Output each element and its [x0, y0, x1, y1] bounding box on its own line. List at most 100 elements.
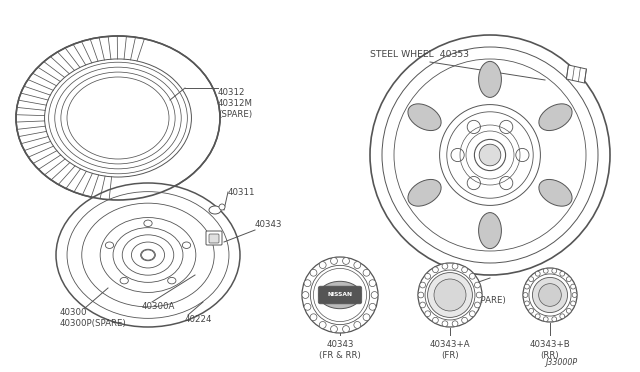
Circle shape — [539, 284, 561, 306]
Circle shape — [363, 269, 370, 276]
Ellipse shape — [141, 249, 156, 261]
Text: 40312
40312M
(SPARE): 40312 40312M (SPARE) — [218, 88, 253, 119]
Circle shape — [433, 317, 438, 323]
Circle shape — [354, 321, 361, 328]
Circle shape — [532, 278, 568, 312]
Circle shape — [304, 280, 311, 286]
Ellipse shape — [408, 104, 441, 131]
Circle shape — [566, 277, 572, 282]
Circle shape — [529, 274, 571, 316]
Circle shape — [452, 263, 458, 269]
Circle shape — [572, 292, 577, 298]
Text: 40300A: 40300A — [142, 302, 175, 311]
Circle shape — [469, 311, 475, 317]
Circle shape — [516, 148, 529, 161]
Circle shape — [310, 269, 317, 276]
Circle shape — [370, 35, 610, 275]
Circle shape — [474, 140, 506, 171]
Circle shape — [394, 59, 586, 251]
Ellipse shape — [106, 242, 114, 248]
Circle shape — [382, 47, 598, 263]
Circle shape — [331, 257, 337, 264]
Circle shape — [369, 304, 376, 310]
Text: 40224: 40224 — [185, 315, 212, 324]
Circle shape — [523, 268, 577, 322]
Circle shape — [525, 284, 529, 289]
Circle shape — [369, 280, 376, 286]
Text: J33000P: J33000P — [545, 358, 577, 367]
Circle shape — [560, 314, 564, 319]
Circle shape — [543, 317, 548, 322]
Circle shape — [425, 273, 431, 279]
Circle shape — [425, 311, 431, 317]
Circle shape — [474, 282, 480, 288]
Ellipse shape — [144, 220, 152, 227]
Circle shape — [451, 148, 464, 161]
Circle shape — [529, 308, 534, 313]
Circle shape — [434, 279, 466, 311]
Circle shape — [310, 314, 317, 321]
Circle shape — [447, 112, 533, 198]
Text: STEEL WHEEL  40353: STEEL WHEEL 40353 — [370, 50, 469, 59]
Circle shape — [442, 263, 448, 269]
Circle shape — [523, 292, 528, 298]
FancyBboxPatch shape — [318, 286, 362, 304]
Ellipse shape — [408, 179, 441, 206]
Circle shape — [302, 257, 378, 333]
Ellipse shape — [319, 281, 361, 309]
Circle shape — [500, 120, 513, 134]
Ellipse shape — [120, 278, 129, 284]
Circle shape — [467, 120, 481, 134]
Ellipse shape — [539, 104, 572, 131]
Circle shape — [363, 314, 370, 321]
FancyBboxPatch shape — [206, 231, 222, 245]
Text: 40300
40300P(SPARE): 40300 40300P(SPARE) — [60, 308, 127, 328]
Circle shape — [474, 302, 480, 308]
Circle shape — [420, 302, 426, 308]
Ellipse shape — [479, 61, 501, 97]
Circle shape — [331, 326, 337, 333]
Ellipse shape — [479, 213, 501, 248]
Ellipse shape — [56, 183, 240, 327]
Circle shape — [433, 267, 438, 273]
Ellipse shape — [539, 179, 572, 206]
Text: NISSAN: NISSAN — [328, 292, 353, 298]
Text: 40343: 40343 — [255, 220, 282, 229]
Circle shape — [552, 268, 557, 273]
Circle shape — [479, 144, 500, 166]
Circle shape — [418, 292, 424, 298]
Circle shape — [566, 308, 572, 313]
Text: 40300
40300P(SPARE): 40300 40300P(SPARE) — [440, 285, 507, 305]
Polygon shape — [566, 65, 586, 83]
Circle shape — [469, 273, 475, 279]
Circle shape — [571, 284, 575, 289]
Circle shape — [461, 317, 467, 323]
Circle shape — [535, 271, 540, 276]
Circle shape — [342, 326, 349, 333]
Circle shape — [543, 268, 548, 273]
Circle shape — [535, 314, 540, 319]
Circle shape — [452, 321, 458, 327]
Circle shape — [440, 105, 540, 205]
Text: 40343+B
(RR): 40343+B (RR) — [530, 340, 570, 360]
Circle shape — [529, 277, 534, 282]
Circle shape — [425, 270, 475, 320]
Circle shape — [342, 257, 349, 264]
Circle shape — [461, 267, 467, 273]
Ellipse shape — [168, 278, 176, 284]
Circle shape — [371, 292, 378, 298]
Ellipse shape — [209, 206, 221, 214]
Circle shape — [476, 292, 482, 298]
Circle shape — [319, 321, 326, 328]
Circle shape — [304, 304, 311, 310]
Circle shape — [418, 263, 482, 327]
Circle shape — [219, 204, 225, 210]
Circle shape — [500, 176, 513, 190]
Ellipse shape — [182, 242, 191, 248]
Circle shape — [302, 292, 309, 298]
Text: 40343
(FR & RR): 40343 (FR & RR) — [319, 340, 361, 360]
Ellipse shape — [141, 250, 154, 260]
Circle shape — [560, 271, 564, 276]
Circle shape — [571, 301, 575, 306]
Circle shape — [552, 317, 557, 322]
